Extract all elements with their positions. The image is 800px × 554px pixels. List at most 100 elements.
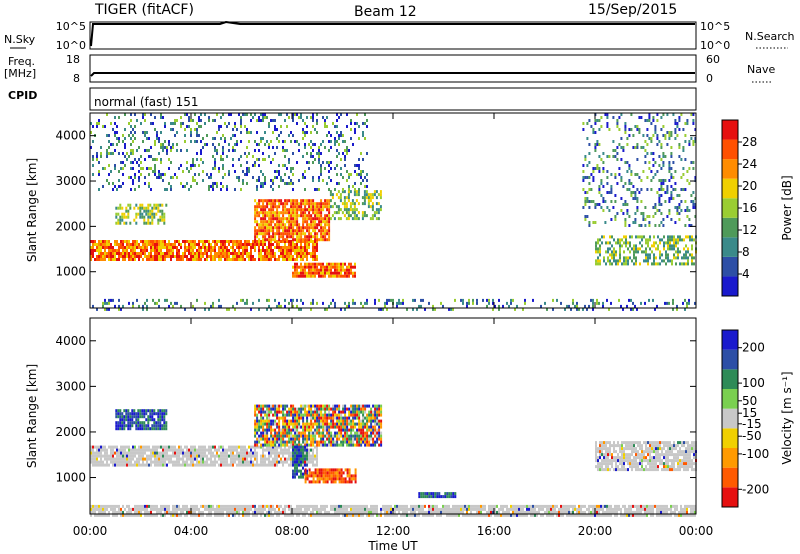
echo-cell: [653, 262, 655, 266]
echo-cell: [278, 404, 281, 408]
echo-cell: [120, 463, 122, 467]
echo-cell: [276, 229, 279, 233]
echo-cell: [326, 214, 329, 218]
echo-cell: [582, 122, 585, 125]
echo-cell: [669, 241, 671, 245]
echo-cell: [132, 167, 134, 170]
echo-cell: [262, 223, 265, 227]
echo-cell: [334, 410, 337, 414]
echo-cell: [252, 258, 254, 261]
echo-cell: [606, 125, 609, 128]
echo-cell: [380, 434, 383, 438]
echo-cell: [330, 262, 332, 266]
echo-cell: [264, 428, 267, 432]
echo-cell: [256, 235, 259, 239]
echo-cell: [182, 448, 184, 452]
echo-cell: [330, 134, 332, 137]
echo-cell: [339, 199, 342, 203]
echo-cell: [288, 410, 291, 414]
echo-cell: [108, 445, 110, 449]
echo-cell: [188, 258, 190, 261]
echo-cell: [286, 410, 289, 414]
echo-cell: [184, 134, 186, 137]
echo-cell: [236, 176, 238, 179]
echo-cell: [244, 451, 246, 455]
echo-cell: [352, 407, 355, 411]
echo-cell: [129, 203, 132, 207]
echo-cell: [310, 152, 312, 155]
echo-cell: [162, 255, 164, 258]
echo-cell: [260, 249, 262, 252]
echo-cell: [310, 232, 313, 236]
echo-cell: [336, 265, 338, 269]
echo-cell: [508, 304, 510, 308]
echo-cell: [156, 301, 158, 305]
echo-cell: [290, 205, 293, 209]
echo-cell: [178, 258, 180, 261]
echo-cell: [296, 238, 299, 242]
echo-cell: [326, 232, 329, 236]
echo-cell: [599, 250, 601, 254]
echo-cell: [98, 249, 100, 252]
echo-cell: [694, 206, 697, 209]
echo-cell: [254, 422, 257, 426]
echo-cell: [170, 454, 172, 458]
echo-cell: [360, 182, 362, 185]
echo-cell: [252, 451, 254, 455]
echo-cell: [374, 407, 377, 411]
echo-cell: [616, 119, 619, 122]
echo-cell: [342, 262, 344, 266]
echo-cell: [335, 211, 338, 215]
echo-cell: [152, 240, 154, 243]
echo-cell: [147, 209, 150, 213]
echo-cell: [224, 457, 226, 461]
echo-cell: [310, 238, 313, 242]
echo-cell: [312, 255, 314, 258]
echo-cell: [292, 469, 294, 473]
echo-cell: [230, 463, 232, 467]
echo-cell: [586, 176, 589, 179]
echo-cell: [324, 238, 327, 242]
echo-cell: [220, 258, 222, 261]
echo-cell: [384, 304, 386, 308]
echo-cell: [208, 457, 210, 461]
echo-cell: [246, 243, 248, 246]
echo-cell: [288, 229, 291, 233]
echo-cell: [694, 128, 697, 131]
echo-cell: [365, 190, 368, 194]
echo-cell: [600, 182, 603, 185]
echo-cell: [230, 258, 232, 261]
echo-cell: [312, 240, 314, 243]
echo-cell: [641, 235, 643, 239]
echo-cell: [680, 200, 683, 203]
echo-cell: [582, 307, 584, 311]
echo-cell: [244, 249, 246, 252]
echo-cell: [232, 128, 234, 131]
echo-cell: [118, 307, 120, 311]
echo-cell: [262, 419, 265, 423]
echo-cell: [252, 255, 254, 258]
echo-cell: [630, 173, 633, 176]
echo-cell: [306, 445, 308, 449]
echo-cell: [360, 443, 363, 447]
echo-cell: [272, 214, 275, 218]
echo-cell: [276, 451, 278, 455]
echo-cell: [184, 246, 186, 249]
echo-cell: [654, 128, 657, 131]
echo-cell: [636, 125, 639, 128]
echo-cell: [316, 451, 318, 455]
echo-cell: [368, 410, 371, 414]
echo-cell: [649, 253, 651, 257]
echo-cell: [626, 161, 629, 164]
echo-cell: [660, 194, 663, 197]
echo-cell: [104, 445, 106, 449]
echo-cell: [212, 188, 214, 191]
echo-cell: [258, 199, 261, 203]
echo-cell: [276, 205, 279, 209]
echo-cell: [123, 418, 126, 422]
echo-cell: [298, 223, 301, 227]
echo-cell: [276, 434, 279, 438]
echo-cell: [336, 131, 338, 134]
echo-cell: [188, 240, 190, 243]
echo-cell: [298, 116, 300, 119]
